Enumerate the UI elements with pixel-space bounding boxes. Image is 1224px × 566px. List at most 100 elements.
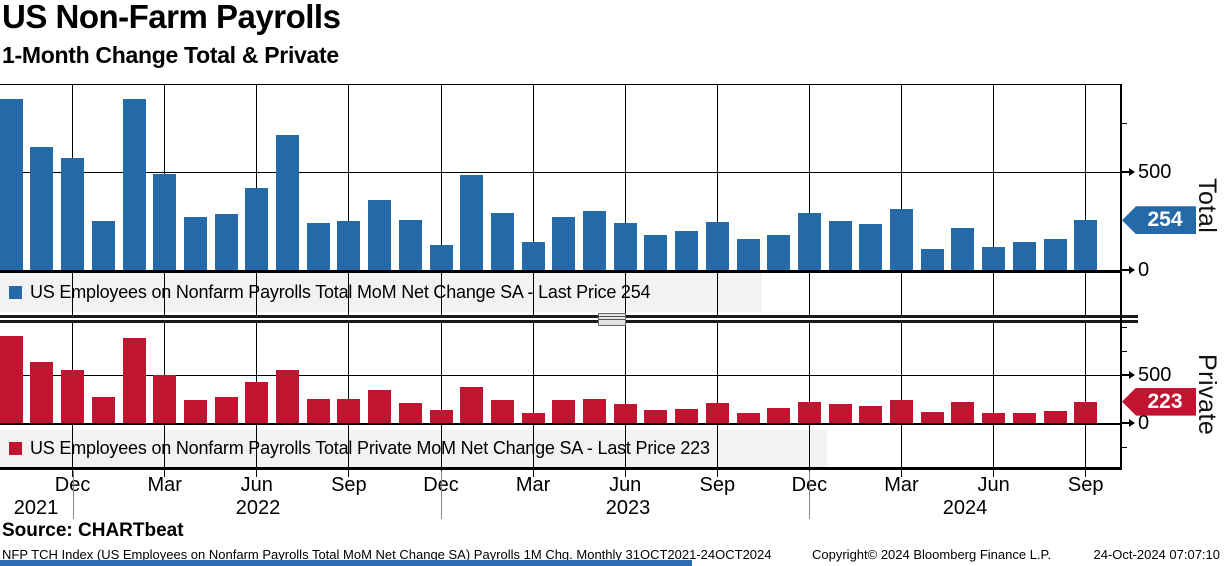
- bar-private-jun-2022[interactable]: [245, 382, 269, 423]
- bar-private-mar-2022[interactable]: [153, 374, 177, 423]
- x-axis-tick: [716, 470, 718, 477]
- bar-total-oct-2021[interactable]: [0, 99, 23, 270]
- bar-total-dec-2021[interactable]: [61, 158, 85, 270]
- bar-private-oct-2021[interactable]: [0, 335, 23, 423]
- vertical-gridline: [440, 84, 442, 467]
- bar-total-sep-2024[interactable]: [1074, 220, 1098, 270]
- panel-resize-handle-icon[interactable]: [598, 313, 626, 326]
- year-separator-line: [441, 471, 442, 519]
- bar-private-apr-2024[interactable]: [920, 411, 944, 423]
- bar-total-jan-2022[interactable]: [91, 221, 115, 270]
- page-subtitle: 1-Month Change Total & Private: [2, 42, 339, 68]
- bar-total-feb-2023[interactable]: [490, 213, 514, 270]
- bar-private-aug-2024[interactable]: [1043, 411, 1067, 423]
- x-axis-label-dec-0: Dec: [54, 474, 91, 496]
- bar-total-dec-2023[interactable]: [797, 213, 821, 270]
- zero-line-total: [0, 270, 1122, 273]
- bar-private-dec-2023[interactable]: [797, 402, 821, 423]
- bar-total-feb-2024[interactable]: [859, 223, 883, 270]
- bar-total-apr-2023[interactable]: [552, 217, 576, 270]
- last-price-badge-private: 223: [1122, 387, 1196, 416]
- bar-total-jan-2023[interactable]: [460, 174, 484, 270]
- bar-total-jul-2023[interactable]: [644, 234, 668, 270]
- bar-private-nov-2023[interactable]: [767, 407, 791, 423]
- bar-total-aug-2022[interactable]: [306, 222, 330, 270]
- bar-private-sep-2022[interactable]: [337, 398, 361, 423]
- bar-private-jun-2023[interactable]: [613, 404, 637, 423]
- bar-total-nov-2022[interactable]: [398, 220, 422, 270]
- x-axis-label-jun-10: Jun: [977, 474, 1010, 496]
- bar-private-jan-2024[interactable]: [828, 403, 852, 423]
- bar-total-oct-2023[interactable]: [736, 238, 760, 270]
- bar-total-jul-2022[interactable]: [276, 134, 299, 270]
- bar-total-aug-2023[interactable]: [675, 230, 699, 270]
- bar-private-apr-2023[interactable]: [552, 400, 576, 423]
- bar-private-jun-2024[interactable]: [982, 412, 1006, 423]
- bar-total-apr-2024[interactable]: [920, 249, 944, 270]
- year-separator-line: [72, 471, 74, 519]
- bar-private-feb-2023[interactable]: [490, 400, 514, 423]
- bar-private-nov-2021[interactable]: [30, 361, 54, 423]
- bar-total-feb-2022[interactable]: [122, 99, 146, 270]
- bar-total-oct-2022[interactable]: [368, 200, 392, 270]
- bar-total-jul-2024[interactable]: [1012, 241, 1036, 270]
- bar-total-aug-2024[interactable]: [1043, 238, 1067, 270]
- bar-total-jun-2023[interactable]: [613, 222, 637, 270]
- bar-total-jun-2024[interactable]: [982, 246, 1006, 270]
- bar-private-aug-2022[interactable]: [306, 399, 330, 423]
- bar-total-mar-2024[interactable]: [890, 209, 913, 270]
- vertical-gridline: [348, 84, 350, 467]
- bar-private-may-2024[interactable]: [951, 401, 975, 423]
- bar-private-mar-2024[interactable]: [890, 399, 913, 423]
- year-separator-line: [809, 471, 811, 519]
- x-axis-tick: [164, 470, 166, 477]
- bar-private-jan-2022[interactable]: [91, 397, 115, 423]
- bar-total-may-2023[interactable]: [583, 211, 606, 270]
- bar-total-nov-2021[interactable]: [30, 146, 54, 270]
- bar-total-may-2024[interactable]: [951, 227, 975, 270]
- right-axis-line: [1120, 84, 1122, 470]
- x-axis-year-2022: 2022: [235, 497, 281, 519]
- bar-private-jul-2024[interactable]: [1012, 413, 1036, 423]
- bar-private-jan-2023[interactable]: [460, 387, 484, 423]
- vertical-gridline: [808, 84, 810, 467]
- bar-total-may-2022[interactable]: [214, 214, 238, 270]
- bar-total-mar-2022[interactable]: [153, 173, 177, 270]
- bar-total-mar-2023[interactable]: [521, 241, 545, 270]
- vertical-gridline: [256, 84, 258, 467]
- bar-private-mar-2023[interactable]: [521, 412, 545, 423]
- bar-private-dec-2021[interactable]: [61, 369, 85, 423]
- bar-private-may-2022[interactable]: [214, 396, 238, 423]
- bar-private-may-2023[interactable]: [583, 398, 606, 423]
- bar-total-nov-2023[interactable]: [767, 234, 791, 270]
- bar-total-jan-2024[interactable]: [828, 221, 852, 270]
- x-axis-label-sep-3: Sep: [331, 474, 367, 496]
- y-axis-minor-tick: [1120, 446, 1127, 448]
- bar-total-sep-2022[interactable]: [337, 221, 361, 270]
- bar-total-jun-2022[interactable]: [245, 187, 269, 270]
- bar-private-feb-2022[interactable]: [122, 338, 146, 423]
- legend-private[interactable]: US Employees on Nonfarm Payrolls Total P…: [0, 430, 827, 467]
- x-axis-year-2024: 2024: [942, 497, 988, 519]
- y-axis-label-total-0: 0: [1138, 259, 1150, 281]
- vertical-gridline: [901, 84, 902, 467]
- bar-private-aug-2023[interactable]: [675, 409, 699, 423]
- bar-private-sep-2023[interactable]: [705, 403, 729, 423]
- legend-label-private: US Employees on Nonfarm Payrolls Total P…: [30, 438, 710, 458]
- bar-private-sep-2024[interactable]: [1074, 401, 1098, 423]
- bar-private-jul-2022[interactable]: [276, 370, 299, 423]
- vertical-gridline: [993, 84, 995, 467]
- bar-total-sep-2023[interactable]: [705, 221, 729, 270]
- bar-private-dec-2022[interactable]: [429, 409, 453, 423]
- bar-private-apr-2022[interactable]: [183, 399, 207, 423]
- bar-total-dec-2022[interactable]: [429, 244, 453, 270]
- bar-private-jul-2023[interactable]: [644, 409, 668, 423]
- bar-private-oct-2023[interactable]: [736, 413, 760, 423]
- bar-private-oct-2022[interactable]: [368, 390, 392, 423]
- bar-total-apr-2022[interactable]: [183, 217, 207, 270]
- x-axis-label-mar-1: Mar: [147, 474, 182, 496]
- y-axis-label-private-0: 0: [1138, 412, 1150, 434]
- bar-private-feb-2024[interactable]: [859, 405, 883, 423]
- bar-private-nov-2022[interactable]: [398, 403, 422, 423]
- legend-total[interactable]: US Employees on Nonfarm Payrolls Total M…: [0, 272, 762, 312]
